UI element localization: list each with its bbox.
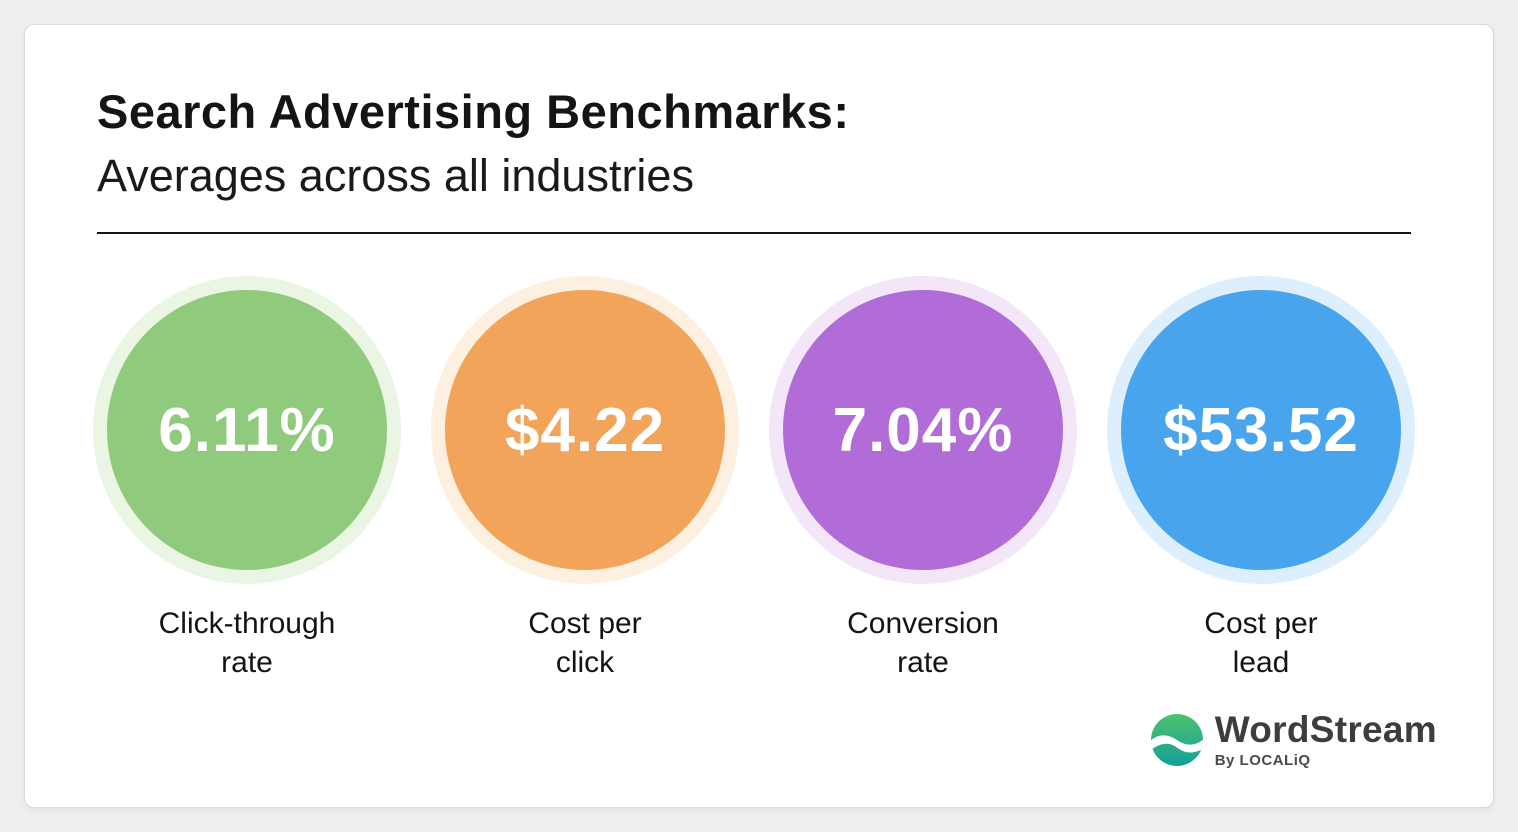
title-divider	[97, 232, 1411, 234]
brand-text-block: WordStream By LOCALiQ	[1214, 709, 1437, 769]
metric-circle-2: 7.04%	[783, 290, 1063, 570]
metric-conversion-rate: 7.04% Conversion rate	[773, 290, 1073, 682]
metric-label: Cost per click	[528, 607, 642, 679]
page-title: Search Advertising Benchmarks:	[97, 85, 850, 138]
brand-name: WordStream	[1214, 709, 1437, 751]
brand-footer: WordStream By LOCALiQ	[1150, 709, 1437, 769]
metric-value: 6.11%	[158, 395, 336, 465]
metric-value: 7.04%	[832, 395, 1014, 465]
brand-byline: By LOCALiQ	[1214, 752, 1311, 769]
metric-value: $4.22	[504, 395, 666, 465]
metric-label: Cost per lead	[1204, 607, 1318, 679]
metric-circle-3: $53.52	[1121, 290, 1401, 570]
metric-circle-1: $4.22	[445, 290, 725, 570]
metric-label: Click-through rate	[158, 607, 336, 679]
metric-cost-per-lead: $53.52 Cost per lead	[1111, 290, 1411, 682]
metric-click-through-rate: 6.11% Click-through rate	[97, 290, 397, 682]
wordstream-logo-icon	[1150, 714, 1203, 767]
page-subtitle: Averages across all industries	[97, 149, 694, 201]
metric-value: $53.52	[1163, 395, 1359, 465]
metric-circle-0: 6.11%	[107, 290, 387, 570]
infographic-card: Search Advertising Benchmarks: Averages …	[24, 24, 1494, 808]
metric-label: Conversion rate	[847, 607, 999, 679]
metrics-row: 6.11% Click-through rate $4.22 Cost per …	[97, 290, 1411, 682]
metric-cost-per-click: $4.22 Cost per click	[435, 290, 735, 682]
